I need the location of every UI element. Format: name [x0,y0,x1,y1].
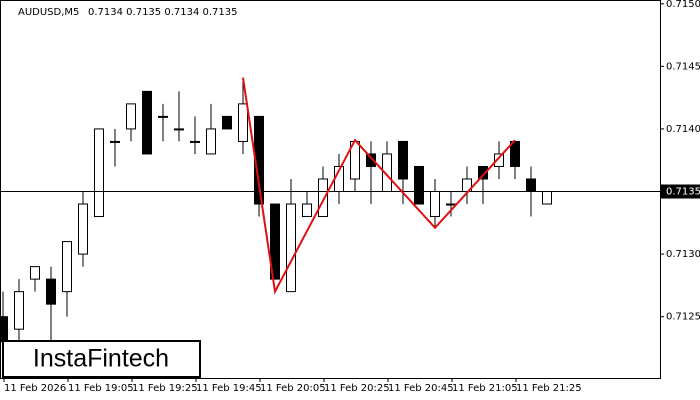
candle-body [238,103,248,142]
x-tick-label: 11 Feb 2026 [4,383,66,394]
candle-body [446,203,456,206]
logo: InstaFintech [33,345,169,373]
candle-body [30,266,40,280]
candle-body [302,203,312,218]
candle-body [190,140,200,143]
candle-body [110,140,120,143]
candle-body [526,178,536,193]
candle-body [46,278,56,305]
x-tick-label: 11 Feb 19:25 [132,383,198,394]
candle-body [478,165,488,180]
candle-body [270,203,280,280]
candle-body [318,178,328,218]
candle-body [430,191,440,218]
pattern-line [242,77,516,295]
last-price-label: 0.7135 [666,187,700,198]
candle-body [398,140,408,180]
x-tick-label: 11 Feb 21:05 [452,383,518,394]
candle-body [0,316,8,343]
candle-body [174,128,184,131]
candle-body [222,115,232,130]
candle-body [142,90,152,155]
x-tick-label: 11 Feb 20:45 [388,383,454,394]
marks [0,78,552,355]
candle-body [414,165,424,205]
x-tick-label: 11 Feb 20:05 [260,383,326,394]
logo-box [2,340,201,378]
candle-body [286,203,296,293]
candle-body [62,241,72,293]
last-price-box [661,184,700,199]
y-tick-label: 0.7145 [666,61,700,72]
x-tick-label: 11 Feb 19:45 [196,383,262,394]
candle-body [542,191,552,205]
x-tick-label: 11 Feb 19:05 [68,383,134,394]
candle-body [366,153,376,167]
y-tick-label: 0.7140 [666,124,700,135]
symbol: AUDUSD,M5 [18,7,79,18]
candle-body [510,140,520,167]
candle-body [158,115,168,118]
quote: 0.7134 0.7135 0.7134 0.7135 [88,7,238,18]
candle-body [14,291,24,330]
plot-frame [0,0,661,379]
y-tick-label: 0.7130 [666,249,700,260]
candle-body [78,203,88,255]
candle-body [206,128,216,155]
candle-body [126,103,136,130]
x-tick-label: 11 Feb 20:25 [324,383,390,394]
candle-body [94,128,104,218]
y-tick-label: 0.7150 [666,0,700,10]
y-tick-label: 0.7125 [666,312,700,323]
candle-body [494,153,504,167]
x-tick-label: 11 Feb 21:25 [516,383,582,394]
